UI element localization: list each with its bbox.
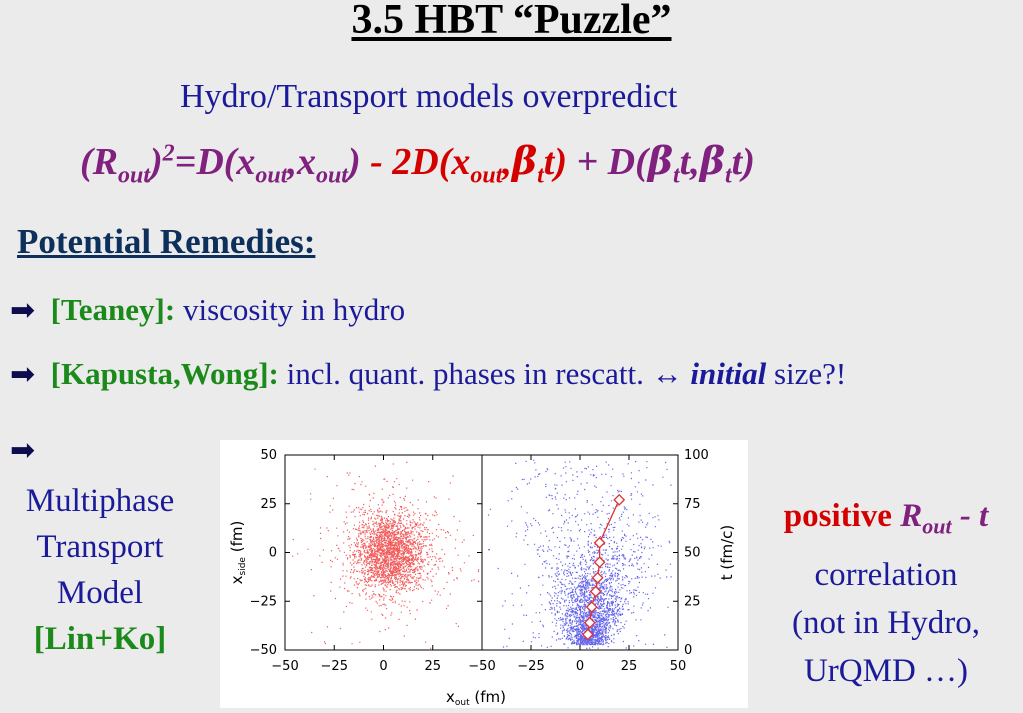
remedy-item: ➡ — [10, 432, 35, 468]
left-y-tick-label: 0 — [269, 546, 277, 561]
remedy-citation: [Kapusta,Wong]: — [50, 356, 279, 391]
y-axis-label: xside (fm) — [228, 521, 248, 585]
remedy-text: incl. quant. phases in rescatt. ↔ — [278, 356, 691, 391]
x-axis-label: xout (fm) — [446, 688, 506, 708]
right-y-tick-label: 50 — [684, 546, 701, 561]
rout-sub: out — [922, 513, 952, 539]
mean-line-marker — [593, 536, 606, 549]
correlation-line: (not in Hydro, — [792, 604, 980, 641]
formula-text: (R — [80, 141, 118, 183]
model-line: Transport — [36, 529, 164, 565]
formula-text: =D(x — [174, 141, 256, 183]
left-y-tick-label: −50 — [250, 643, 277, 658]
right-y-tick-label: 75 — [684, 497, 701, 512]
left-scatter-points — [292, 461, 480, 649]
model-description: Multiphase Transport Model [Lin+Ko] — [2, 478, 198, 662]
formula-text: ) — [150, 141, 163, 183]
remedy-item: ➡ [Kapusta,Wong]: incl. quant. phases in… — [10, 356, 846, 392]
mean-line-marker — [613, 493, 626, 506]
left-scatter-dots — [292, 461, 480, 649]
positive-word: positive — [783, 498, 892, 534]
rout-formula: (Rout)2=D(xout,xout) - 2D(xout,βtt) + D(… — [80, 138, 755, 190]
y-axis-label-unit: (fm) — [228, 521, 246, 557]
formula-text: t) — [543, 141, 568, 183]
remedy-emphasis: initial — [690, 356, 767, 391]
beta-symbol: β — [647, 138, 673, 183]
formula-sub: out — [118, 162, 151, 189]
mean-line-marker — [585, 601, 598, 614]
correlation-line: correlation — [814, 556, 958, 593]
left-x-tick-label: −25 — [321, 659, 348, 674]
right-scatter-points — [487, 459, 672, 649]
x-axis-label-main: x — [446, 688, 455, 706]
right-scatter-dots — [487, 459, 672, 649]
mean-line-marker — [593, 556, 606, 569]
arrow-bullet-icon: ➡ — [10, 433, 36, 468]
model-citation: [Lin+Ko] — [33, 621, 167, 657]
subtitle: Hydro/Transport models overpredict — [180, 78, 678, 115]
formula-text: , — [502, 141, 512, 183]
scatter-figure: 50 25 0 −25 −50 −50 −25 0 25 −50 −25 0 25 50 100 75 50 25… — [220, 440, 748, 708]
mean-line-marker — [583, 616, 596, 629]
left-y-tick-label: 50 — [260, 448, 277, 463]
right-y-tick-label: 100 — [684, 448, 709, 463]
remedy-tail: size?! — [766, 356, 847, 391]
correlation-line: UrQMD …) — [803, 652, 969, 689]
correlation-line: positive Rout - t — [760, 492, 1012, 551]
mean-line-marker — [589, 585, 602, 598]
x-axis-label-sub: out — [455, 698, 470, 708]
formula-sub: out — [255, 162, 288, 189]
formula-text: ,x — [287, 141, 316, 183]
formula-text: t, — [679, 141, 700, 183]
left-x-tick-label: 25 — [424, 659, 441, 674]
right-x-tick-label: 25 — [621, 659, 638, 674]
left-y-tick-label: 25 — [260, 497, 277, 512]
formula-sub: t — [537, 162, 544, 189]
right-x-tick-label: 50 — [670, 659, 687, 674]
beta-symbol: β — [699, 138, 725, 183]
formula-text: t) — [731, 141, 755, 183]
arrow-bullet-icon: ➡ — [10, 293, 36, 328]
right-x-tick-label: −50 — [468, 659, 495, 674]
left-y-tick-label: −25 — [250, 594, 277, 609]
model-line: Multiphase — [25, 483, 175, 519]
beta-symbol: β — [511, 138, 538, 183]
correlation-note: positive Rout - t correlation (not in Hy… — [760, 492, 1012, 695]
remedies-heading: Potential Remedies: — [17, 222, 316, 261]
formula-text: - 2D(x — [360, 141, 471, 183]
formula-sub: out — [315, 162, 348, 189]
formula-sub: t — [673, 162, 680, 189]
right-x-tick-label: 0 — [576, 659, 584, 674]
left-x-tick-label: 0 — [379, 659, 387, 674]
right-x-tick-label: −25 — [517, 659, 544, 674]
formula-sub: out — [470, 162, 503, 189]
right-y-tick-label: 0 — [684, 643, 692, 658]
y-axis-label-sub: side — [238, 557, 248, 576]
mean-line-marker — [581, 628, 594, 641]
formula-text: ) — [347, 141, 361, 183]
formula-text: + D( — [567, 141, 648, 183]
plot-axes — [284, 454, 679, 651]
arrow-bullet-icon: ➡ — [10, 357, 36, 392]
rout-letter: R — [900, 498, 923, 534]
mean-t-line — [581, 493, 626, 641]
formula-sup: 2 — [162, 140, 175, 167]
model-line: Model — [56, 575, 144, 611]
slide-title: 3.5 HBT “Puzzle” — [351, 0, 672, 43]
right-y-axis-label: t (fm/c) — [718, 525, 736, 581]
remedy-item: ➡ [Teaney]: viscosity in hydro — [10, 292, 405, 328]
mean-line-marker — [591, 571, 604, 584]
rout-symbol: Rout - t — [900, 498, 989, 539]
y-axis-label-main: x — [228, 575, 246, 584]
left-x-tick-label: −50 — [271, 659, 298, 674]
right-y-tick-label: 25 — [684, 594, 701, 609]
formula-sub: t — [724, 162, 732, 189]
remedy-text: viscosity in hydro — [175, 292, 406, 327]
x-axis-label-unit: (fm) — [470, 688, 506, 706]
formula-red-term: - 2D(xout,βtt) — [360, 138, 568, 189]
remedy-citation: [Teaney]: — [50, 292, 176, 327]
rout-dash-t: - t — [951, 498, 989, 534]
